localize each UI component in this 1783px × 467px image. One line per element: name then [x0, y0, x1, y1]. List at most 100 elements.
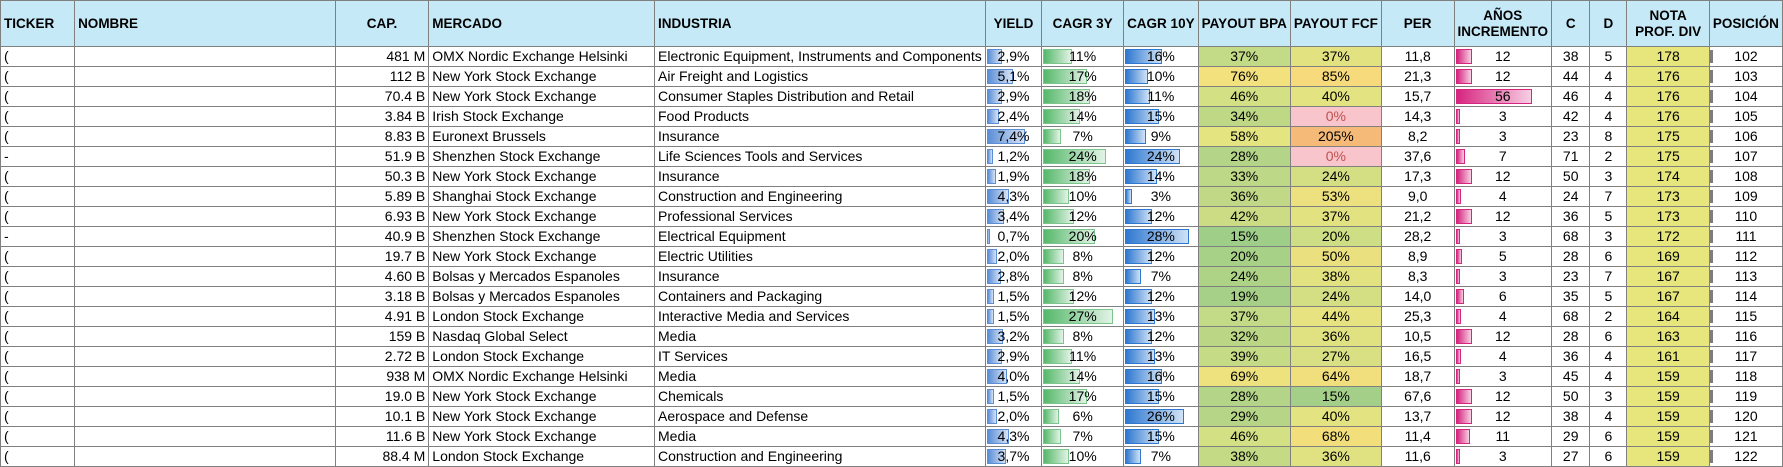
cell-nombre[interactable]: [74, 226, 336, 247]
cell-per[interactable]: 8,9: [1380, 246, 1455, 267]
cell-payout-fcf[interactable]: 53%: [1289, 186, 1382, 207]
cell-posicion[interactable]: 122: [1708, 446, 1783, 467]
cell-d[interactable]: 3: [1589, 226, 1628, 247]
cell-cagr10y[interactable]: 14%: [1123, 166, 1199, 187]
cell-cap[interactable]: 10.1 B: [334, 406, 430, 427]
cell-cap[interactable]: 4.60 B: [334, 266, 430, 287]
cell-payout-bpa[interactable]: 37%: [1197, 306, 1291, 327]
cell-posicion[interactable]: 120: [1708, 406, 1783, 427]
cell-per[interactable]: 14,0: [1380, 286, 1455, 307]
cell-c[interactable]: 36: [1551, 206, 1591, 227]
cell-posicion[interactable]: 118: [1708, 366, 1783, 387]
cell-cagr10y[interactable]: 28%: [1123, 226, 1199, 247]
cell-payout-bpa[interactable]: 38%: [1197, 446, 1291, 467]
cell-mercado[interactable]: New York Stock Exchange: [428, 206, 655, 227]
cell-cagr10y[interactable]: 16%: [1123, 366, 1199, 387]
cell-industria[interactable]: Insurance: [654, 266, 986, 287]
header-per[interactable]: PER: [1380, 0, 1455, 47]
cell-per[interactable]: 10,5: [1380, 326, 1455, 347]
cell-cap[interactable]: 3.84 B: [334, 106, 430, 127]
cell-cagr3y[interactable]: 18%: [1041, 166, 1125, 187]
cell-cap[interactable]: 112 B: [334, 66, 430, 87]
cell-payout-fcf[interactable]: 64%: [1289, 366, 1382, 387]
cell-nota[interactable]: 176: [1626, 106, 1710, 127]
cell-ticker[interactable]: (: [0, 46, 76, 67]
cell-mercado[interactable]: New York Stock Exchange: [428, 66, 655, 87]
cell-ticker[interactable]: (: [0, 186, 76, 207]
cell-payout-fcf[interactable]: 205%: [1289, 126, 1382, 147]
cell-d[interactable]: 4: [1589, 346, 1628, 367]
cell-payout-bpa[interactable]: 46%: [1197, 86, 1291, 107]
cell-anos[interactable]: 3: [1453, 126, 1553, 147]
cell-d[interactable]: 5: [1589, 46, 1628, 67]
cell-cagr10y[interactable]: 11%: [1123, 86, 1199, 107]
cell-yield[interactable]: 3,7%: [984, 446, 1043, 467]
cell-yield[interactable]: 5,1%: [984, 66, 1043, 87]
cell-yield[interactable]: 1,5%: [984, 286, 1043, 307]
cell-ticker[interactable]: -: [0, 146, 76, 167]
cell-payout-bpa[interactable]: 58%: [1197, 126, 1291, 147]
cell-c[interactable]: 38: [1551, 46, 1591, 67]
cell-mercado[interactable]: New York Stock Exchange: [428, 166, 655, 187]
cell-nombre[interactable]: [74, 106, 336, 127]
cell-industria[interactable]: Insurance: [654, 166, 986, 187]
cell-posicion[interactable]: 115: [1708, 306, 1783, 327]
cell-mercado[interactable]: Euronext Brussels: [428, 126, 655, 147]
cell-nombre[interactable]: [74, 306, 336, 327]
cell-nota[interactable]: 174: [1626, 166, 1710, 187]
cell-c[interactable]: 45: [1551, 366, 1591, 387]
cell-payout-fcf[interactable]: 50%: [1289, 246, 1382, 267]
cell-mercado[interactable]: Bolsas y Mercados Espanoles: [428, 286, 655, 307]
cell-nombre[interactable]: [74, 66, 336, 87]
cell-per[interactable]: 17,3: [1380, 166, 1455, 187]
cell-industria[interactable]: Electric Utilities: [654, 246, 986, 267]
cell-ticker[interactable]: (: [0, 386, 76, 407]
cell-mercado[interactable]: OMX Nordic Exchange Helsinki: [428, 46, 655, 67]
cell-nota[interactable]: 175: [1626, 126, 1710, 147]
cell-mercado[interactable]: London Stock Exchange: [428, 346, 655, 367]
cell-yield[interactable]: 1,5%: [984, 306, 1043, 327]
cell-industria[interactable]: Air Freight and Logistics: [654, 66, 986, 87]
cell-cap[interactable]: 19.0 B: [334, 386, 430, 407]
cell-mercado[interactable]: New York Stock Exchange: [428, 426, 655, 447]
cell-ticker[interactable]: (: [0, 126, 76, 147]
cell-industria[interactable]: Life Sciences Tools and Services: [654, 146, 986, 167]
cell-anos[interactable]: 12: [1453, 166, 1553, 187]
cell-per[interactable]: 15,7: [1380, 86, 1455, 107]
cell-nombre[interactable]: [74, 366, 336, 387]
cell-industria[interactable]: Media: [654, 426, 986, 447]
cell-c[interactable]: 46: [1551, 86, 1591, 107]
cell-yield[interactable]: 4,3%: [984, 426, 1043, 447]
cell-c[interactable]: 27: [1551, 446, 1591, 467]
cell-posicion[interactable]: 108: [1708, 166, 1783, 187]
cell-nombre[interactable]: [74, 206, 336, 227]
cell-nombre[interactable]: [74, 266, 336, 287]
cell-nota[interactable]: 159: [1626, 366, 1710, 387]
cell-nota[interactable]: 173: [1626, 186, 1710, 207]
cell-payout-fcf[interactable]: 20%: [1289, 226, 1382, 247]
cell-posicion[interactable]: 103: [1708, 66, 1783, 87]
header-yield[interactable]: YIELD: [984, 0, 1043, 47]
cell-anos[interactable]: 5: [1453, 246, 1553, 267]
cell-per[interactable]: 18,7: [1380, 366, 1455, 387]
cell-posicion[interactable]: 105: [1708, 106, 1783, 127]
cell-mercado[interactable]: Shenzhen Stock Exchange: [428, 146, 655, 167]
cell-payout-bpa[interactable]: 33%: [1197, 166, 1291, 187]
cell-posicion[interactable]: 111: [1708, 226, 1783, 247]
cell-payout-bpa[interactable]: 69%: [1197, 366, 1291, 387]
cell-posicion[interactable]: 114: [1708, 286, 1783, 307]
cell-nota[interactable]: 176: [1626, 66, 1710, 87]
cell-payout-bpa[interactable]: 32%: [1197, 326, 1291, 347]
cell-posicion[interactable]: 102: [1708, 46, 1783, 67]
cell-nombre[interactable]: [74, 446, 336, 467]
cell-payout-bpa[interactable]: 76%: [1197, 66, 1291, 87]
cell-nota[interactable]: 164: [1626, 306, 1710, 327]
cell-nota[interactable]: 159: [1626, 446, 1710, 467]
cell-cap[interactable]: 5.89 B: [334, 186, 430, 207]
cell-cagr3y[interactable]: 14%: [1041, 366, 1125, 387]
cell-mercado[interactable]: London Stock Exchange: [428, 446, 655, 467]
cell-ticker[interactable]: (: [0, 346, 76, 367]
cell-industria[interactable]: Professional Services: [654, 206, 986, 227]
cell-anos[interactable]: 4: [1453, 346, 1553, 367]
cell-cagr10y[interactable]: 13%: [1123, 346, 1199, 367]
